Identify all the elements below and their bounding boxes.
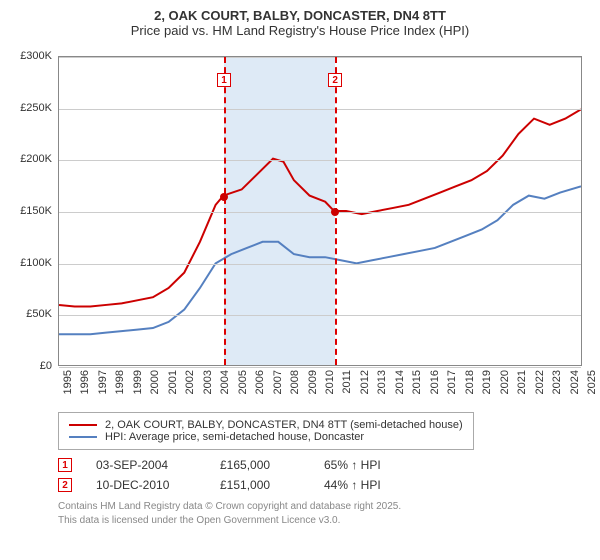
- x-axis-labels: 1995 1996 1997 1998 1999 2000 2001 2002 2003 2004…: [58, 368, 582, 408]
- footer-line-2: This data is licensed under the Open Gov…: [58, 514, 592, 528]
- y-tick-label: £150K: [20, 205, 52, 217]
- chart-subtitle: Price paid vs. HM Land Registry's House …: [8, 23, 592, 38]
- y-tick-label: £300K: [20, 50, 52, 62]
- chart: £0£50K£100K£150K£200K£250K£300K 12 19951…: [8, 46, 592, 406]
- event-date: 10-DEC-2010: [96, 478, 196, 492]
- y-tick-label: £200K: [20, 153, 52, 165]
- x-tick-label: 2005: [237, 370, 249, 394]
- series-price_paid: [59, 109, 581, 306]
- x-tick-label: 2023: [551, 370, 563, 394]
- x-tick-label: 2017: [446, 370, 458, 394]
- event-list: 1 03-SEP-2004 £165,000 65% ↑ HPI 2 10-DEC-201…: [58, 458, 592, 492]
- legend-row: 2, OAK COURT, BALBY, DONCASTER, DN4 8TT …: [69, 419, 463, 431]
- event-num-icon: 2: [58, 478, 72, 492]
- legend: 2, OAK COURT, BALBY, DONCASTER, DN4 8TT …: [58, 412, 474, 450]
- x-tick-label: 2016: [429, 370, 441, 394]
- x-tick-label: 2001: [167, 370, 179, 394]
- x-tick-label: 2021: [516, 370, 528, 394]
- event-date: 03-SEP-2004: [96, 458, 196, 472]
- x-tick-label: 2015: [411, 370, 423, 394]
- x-tick-label: 2011: [341, 370, 353, 394]
- x-tick-label: 2000: [149, 370, 161, 394]
- x-tick-label: 2013: [376, 370, 388, 394]
- x-tick-label: 2022: [534, 370, 546, 394]
- chart-title: 2, OAK COURT, BALBY, DONCASTER, DN4 8TT: [8, 8, 592, 23]
- x-tick-label: 2007: [272, 370, 284, 394]
- x-tick-label: 2012: [359, 370, 371, 394]
- sale-dot: [220, 193, 228, 201]
- sale-dot: [331, 208, 339, 216]
- event-marker-2: 2: [328, 73, 342, 87]
- y-tick-label: £250K: [20, 102, 52, 114]
- x-tick-label: 2019: [481, 370, 493, 394]
- event-hpi: 65% ↑ HPI: [324, 458, 381, 472]
- x-tick-label: 2024: [569, 370, 581, 394]
- x-tick-label: 1997: [97, 370, 109, 394]
- x-tick-label: 2014: [394, 370, 406, 394]
- event-price: £165,000: [220, 458, 300, 472]
- legend-label: 2, OAK COURT, BALBY, DONCASTER, DN4 8TT …: [105, 419, 463, 431]
- footer-attribution: Contains HM Land Registry data © Crown c…: [58, 500, 592, 528]
- x-tick-label: 2009: [307, 370, 319, 394]
- x-tick-label: 2006: [254, 370, 266, 394]
- event-hpi: 44% ↑ HPI: [324, 478, 381, 492]
- x-tick-label: 2003: [202, 370, 214, 394]
- x-tick-label: 2020: [499, 370, 511, 394]
- y-tick-label: £50K: [26, 308, 52, 320]
- x-tick-label: 1999: [132, 370, 144, 394]
- y-axis-labels: £0£50K£100K£150K£200K£250K£300K: [8, 56, 56, 366]
- x-tick-label: 2025: [586, 370, 598, 394]
- legend-swatch: [69, 436, 97, 438]
- event-num-icon: 1: [58, 458, 72, 472]
- x-tick-label: 1995: [62, 370, 74, 394]
- x-tick-label: 1998: [114, 370, 126, 394]
- x-tick-label: 2018: [464, 370, 476, 394]
- chart-lines: [59, 57, 581, 365]
- y-tick-label: £0: [40, 360, 52, 372]
- event-row: 1 03-SEP-2004 £165,000 65% ↑ HPI: [58, 458, 592, 472]
- event-marker-1: 1: [217, 73, 231, 87]
- event-price: £151,000: [220, 478, 300, 492]
- plot-area: 12: [58, 56, 582, 366]
- legend-label: HPI: Average price, semi-detached house,…: [105, 431, 364, 443]
- x-tick-label: 2002: [184, 370, 196, 394]
- x-tick-label: 2010: [324, 370, 336, 394]
- legend-row: HPI: Average price, semi-detached house,…: [69, 431, 463, 443]
- x-tick-label: 2008: [289, 370, 301, 394]
- series-hpi: [59, 186, 581, 334]
- footer-line-1: Contains HM Land Registry data © Crown c…: [58, 500, 592, 514]
- legend-swatch: [69, 424, 97, 426]
- x-tick-label: 2004: [219, 370, 231, 394]
- x-tick-label: 1996: [79, 370, 91, 394]
- y-tick-label: £100K: [20, 257, 52, 269]
- event-row: 2 10-DEC-2010 £151,000 44% ↑ HPI: [58, 478, 592, 492]
